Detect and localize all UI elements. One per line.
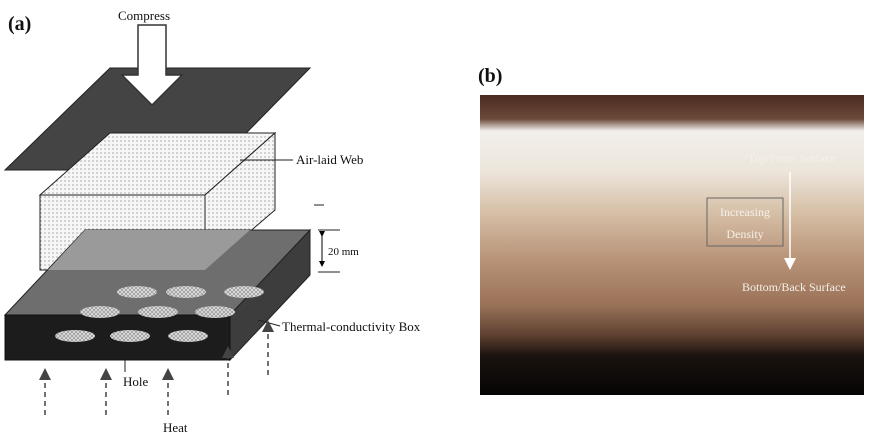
photo bbox=[480, 95, 864, 395]
panel-a: (a) Compress Air-laid Web 20 mm Thermal-… bbox=[5, 8, 421, 435]
heat-label: Heat bbox=[163, 420, 188, 435]
box-label: Thermal-conductivity Box bbox=[282, 319, 421, 334]
panel-label: (a) bbox=[8, 13, 31, 35]
density-label: Density bbox=[726, 227, 763, 241]
top-label: Top/Front Surface bbox=[748, 151, 835, 165]
panel-label: (b) bbox=[478, 65, 502, 87]
bottom-label: Bottom/Back Surface bbox=[742, 280, 846, 294]
web-label: Air-laid Web bbox=[296, 152, 363, 167]
figure: (a) Compress Air-laid Web 20 mm Thermal-… bbox=[0, 0, 874, 439]
panel-b: (b) Top/Front Surface Increasing Density… bbox=[478, 65, 864, 395]
hole-label: Hole bbox=[123, 374, 149, 389]
compress-label: Compress bbox=[118, 8, 170, 23]
density-label: Increasing bbox=[720, 205, 770, 219]
thickness-label: 20 mm bbox=[328, 246, 359, 258]
